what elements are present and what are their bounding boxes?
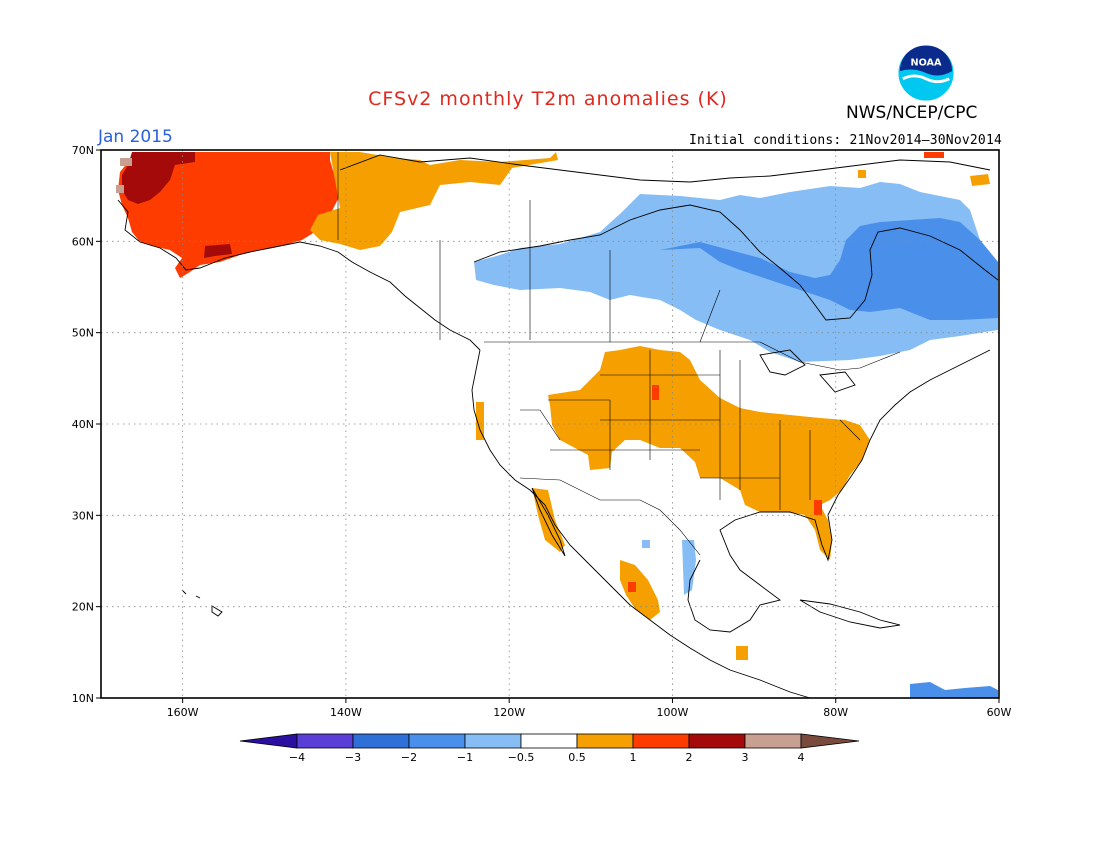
cuba-coast	[799, 599, 901, 629]
colorbar-label: −1	[457, 751, 473, 764]
colorbar-label: −4	[289, 751, 305, 764]
us-mexico-border	[519, 477, 701, 556]
state-lines	[520, 350, 861, 510]
alaska-brown-spot	[120, 158, 132, 166]
plains-hot-spot	[652, 385, 659, 400]
map-panel: 160W 140W 120W 100W 80W 60W 70N 60N 50N 40N 30N 20N…	[72, 144, 1012, 719]
us-warm-region	[548, 346, 870, 560]
alaska-warm-region	[118, 152, 340, 278]
lat-tick-label: 40N	[72, 418, 94, 431]
colorbar-swatch	[520, 733, 578, 749]
colorbar-label: 3	[742, 751, 749, 764]
yukon-warm-region	[310, 152, 558, 250]
west-coast	[471, 349, 811, 699]
lat-tick-label: 60N	[72, 235, 94, 248]
colorbar-label: 0.5	[568, 751, 586, 764]
colorbar: −4 −3 −2 −1 −0.5 0.5 1 2 3 4	[239, 733, 860, 764]
colorbar-min-arrow	[239, 733, 298, 749]
lat-tick-label: 70N	[72, 144, 94, 157]
colorbar-label: 1	[630, 751, 637, 764]
colorbar-swatch	[632, 733, 690, 749]
colorbar-swatch	[464, 733, 522, 749]
gulf-coast	[687, 349, 991, 633]
alaska-coast	[117, 199, 481, 351]
lon-tick-label: 140W	[330, 706, 362, 719]
political-borders	[337, 152, 901, 556]
baja-warm-strip	[532, 488, 565, 552]
colorbar-label: −2	[401, 751, 417, 764]
noaa-logo: NOAA	[897, 44, 955, 102]
map-grid	[101, 150, 999, 698]
axis-ticks: 160W 140W 120W 100W 80W 60W 70N 60N 50N 40N 30N 20N…	[72, 144, 1012, 719]
lat-tick-label: 20N	[72, 601, 94, 614]
mexico-warm-region	[620, 560, 660, 620]
lon-tick-label: 160W	[167, 706, 199, 719]
labrador-warm-spot	[858, 170, 866, 178]
colorbar-swatch	[688, 733, 746, 749]
colorbar-label: −3	[345, 751, 361, 764]
colorbar-swatch	[744, 733, 802, 749]
colorbar-swatch	[408, 733, 466, 749]
arctic-coast	[339, 154, 991, 183]
lat-tick-label: 50N	[72, 327, 94, 340]
lon-tick-label: 80W	[823, 706, 848, 719]
gulf-cold-strip	[682, 540, 696, 595]
canada-provinces	[337, 152, 721, 343]
great-lakes	[759, 349, 856, 393]
lat-tick-label: 10N	[72, 692, 94, 705]
lat-tick-label: 30N	[72, 509, 94, 522]
california-warm-strip	[476, 402, 484, 440]
colorbar-label: 4	[798, 751, 805, 764]
colorbar-swatch	[576, 733, 634, 749]
alaska-hot-spot-1	[122, 152, 195, 204]
agency-label: NWS/NCEP/CPC	[846, 103, 978, 123]
lon-tick-label: 120W	[493, 706, 525, 719]
pacific-cold-spot	[642, 540, 650, 548]
caribbean-cold-region	[910, 682, 998, 698]
colorbar-swatch	[296, 733, 354, 749]
colorbar-label: −0.5	[508, 751, 535, 764]
colorbar-max-arrow	[800, 733, 860, 749]
lon-tick-label: 60W	[987, 706, 1012, 719]
yucatan-warm-spot	[736, 646, 748, 660]
greenland-hot-spot	[924, 152, 944, 158]
canada-colder-region	[660, 218, 998, 320]
chart-title: CFSv2 monthly T2m anomalies (K)	[368, 88, 728, 110]
colorbar-swatch	[352, 733, 410, 749]
alaska-hot-spot-2	[204, 244, 232, 258]
colorbar-label: 2	[686, 751, 693, 764]
mexico-hot-spot	[628, 582, 636, 592]
greenland-warm-spot	[970, 174, 990, 186]
alaska-brown-spot-2	[116, 185, 124, 193]
lon-tick-label: 100W	[657, 706, 689, 719]
valid-month: Jan 2015	[98, 127, 173, 147]
anomaly-shading	[116, 152, 998, 698]
canada-coast	[473, 204, 999, 321]
initial-conditions: Initial conditions: 21Nov2014–30Nov2014	[688, 133, 1002, 148]
logo-text: NOAA	[911, 57, 943, 68]
florida-hot-spot	[814, 500, 822, 515]
us-canada-border	[484, 341, 901, 371]
